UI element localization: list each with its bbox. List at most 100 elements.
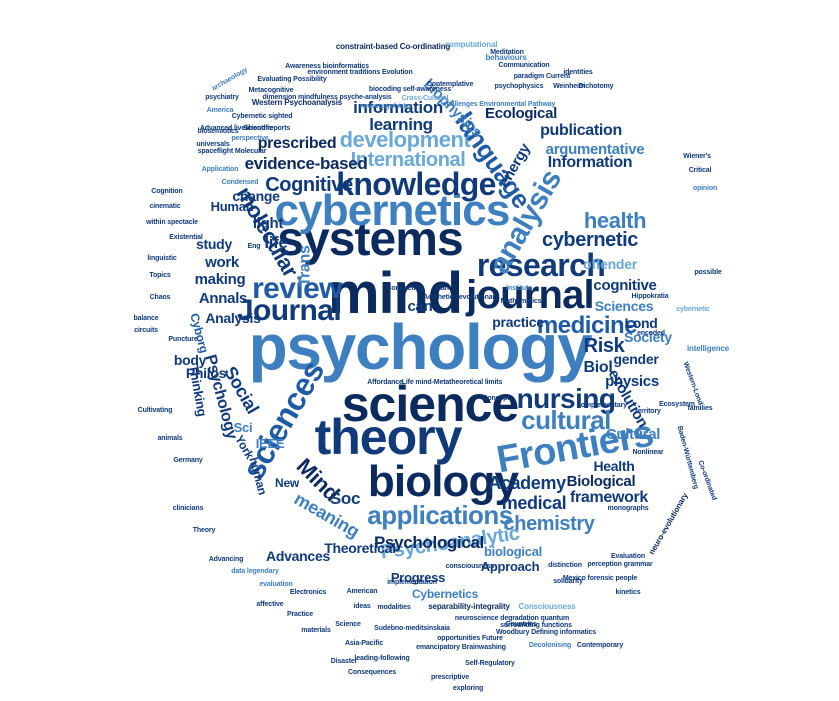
cloud-word: Contemporary	[576, 641, 624, 649]
cloud-word: Western Psychoanalysis	[251, 98, 343, 107]
cloud-word: mind	[328, 261, 463, 326]
cloud-word: Cross-Cultural	[401, 94, 449, 102]
cloud-word: Metacognitive	[248, 86, 294, 94]
cloud-word: Cultural	[605, 425, 661, 443]
cloud-word: can	[407, 297, 433, 315]
cloud-word: ideas	[353, 602, 371, 610]
cloud-word: making	[194, 270, 246, 288]
cloud-word: Theoretical	[324, 540, 396, 556]
cloud-word: Condensed	[221, 178, 259, 186]
cloud-word: offender	[583, 256, 637, 272]
cloud-word: Advancing	[208, 555, 244, 563]
cloud-word: Weinheim	[553, 82, 585, 90]
cloud-word: information	[353, 97, 443, 117]
cloud-word: Cognitive	[265, 174, 353, 196]
cloud-word: families	[687, 404, 713, 412]
cloud-word: Science	[335, 620, 361, 628]
cloud-word: Western-Lond	[681, 360, 705, 406]
cloud-word: evidence-based	[244, 153, 368, 173]
cloud-word: medical	[501, 493, 567, 513]
cloud-word: cognitive	[593, 276, 657, 294]
cloud-word: medicine	[536, 312, 638, 339]
cloud-word: modalities	[377, 603, 411, 611]
cloud-word: Institute	[506, 284, 532, 292]
cloud-word: Germany	[173, 456, 203, 464]
cloud-word: Affordance	[367, 378, 403, 386]
cloud-word: Cognition	[151, 187, 183, 195]
cloud-word: Consciousness	[518, 602, 576, 611]
cloud-word: neuro-evolutionary	[647, 491, 690, 557]
cloud-word: challenges Environmental Pathway	[442, 100, 556, 108]
cloud-word: Biological	[566, 472, 636, 490]
cloud-word: data legendary	[231, 567, 279, 575]
cloud-word: argumentative	[545, 140, 645, 158]
cloud-word: applications	[367, 500, 513, 530]
cloud-word: biological	[483, 543, 543, 559]
cloud-word: Approach	[480, 558, 540, 574]
cloud-word: distinction	[548, 561, 582, 569]
cloud-word: review	[252, 272, 342, 305]
cloud-word: Soc	[329, 488, 361, 508]
cloud-word: Mathematics	[500, 297, 542, 305]
cloud-word: research	[476, 247, 606, 283]
cloud-word: Dichotomy	[578, 82, 614, 90]
cloud-word: clinicians	[172, 504, 204, 512]
cloud-word: Philos	[185, 365, 227, 381]
cloud-word: theory	[314, 409, 463, 465]
cloud-word: consciousness	[445, 562, 495, 570]
cloud-word: Theory	[192, 526, 216, 534]
cloud-word: Human	[210, 198, 254, 214]
cloud-word: Evaluating Possibility	[257, 75, 327, 83]
cloud-word: Contemplative	[426, 80, 474, 88]
cloud-word: environment traditions Evolution	[307, 68, 413, 76]
cloud-word: American	[346, 587, 378, 595]
cloud-word: Asia-Pacific	[344, 639, 383, 647]
cloud-word: health	[583, 208, 647, 233]
cloud-word: Cybernetics	[411, 587, 479, 601]
cloud-word: territory	[635, 407, 661, 415]
cloud-word: computational	[444, 40, 498, 49]
cloud-word: Consequences	[347, 668, 397, 676]
cloud-word: implementation	[387, 578, 437, 586]
cloud-word: possible	[694, 268, 722, 276]
cloud-word: Scientific	[243, 124, 273, 132]
cloud-word: Cultivating	[137, 406, 173, 414]
cloud-word: constraint-based Co-ordinating	[335, 42, 451, 51]
cloud-word: Connecting	[386, 284, 424, 292]
cloud-word: Aesthetics evolutionary	[423, 293, 499, 301]
cloud-word: Life mind-Metatheoretical limits	[401, 378, 503, 386]
cloud-word: prescriptive	[430, 673, 469, 681]
cloud-word: opinion	[692, 184, 718, 192]
cloud-word: leading-following	[354, 654, 410, 662]
cloud-word: Sudebno-meditsinskaia	[374, 624, 450, 632]
cloud-word: biosemiotics	[197, 127, 239, 135]
cloud-word: Eng	[247, 242, 261, 250]
cloud-word: publication	[540, 122, 622, 139]
cloud-word: Ecosystem	[659, 400, 695, 408]
cloud-word: Ecological	[484, 104, 558, 122]
cloud-word: perception grammar	[587, 560, 653, 568]
cloud-word: psychiatry	[205, 93, 239, 101]
cloud-word: universals	[196, 140, 230, 148]
cloud-word: Meditation	[490, 48, 524, 56]
cloud-word: Concept	[482, 394, 510, 402]
cloud-word: Mexico forensic people	[562, 574, 638, 582]
cloud-word: materials	[301, 626, 331, 634]
cloud-word: Communication	[498, 61, 550, 69]
cloud-word: neuroscience degradation quantum	[454, 614, 570, 622]
cloud-word: Baden-Württemberg	[675, 424, 699, 490]
cloud-word: chemistry	[503, 513, 595, 535]
cloud-word: science	[341, 376, 519, 432]
cloud-word: Journal	[236, 294, 342, 327]
cloud-word: Sciences	[594, 298, 654, 314]
cloud-word: Trans	[297, 245, 314, 287]
cloud-word: IEEE	[255, 435, 285, 451]
cloud-word: kinetics	[615, 588, 641, 596]
cloud-word: change	[232, 188, 280, 204]
cloud-word: Analysis	[205, 310, 261, 326]
cloud-word: study	[196, 236, 232, 252]
cloud-word: perspective	[231, 134, 269, 142]
cloud-word: physics	[605, 372, 659, 390]
cloud-word: Academy	[488, 473, 566, 493]
